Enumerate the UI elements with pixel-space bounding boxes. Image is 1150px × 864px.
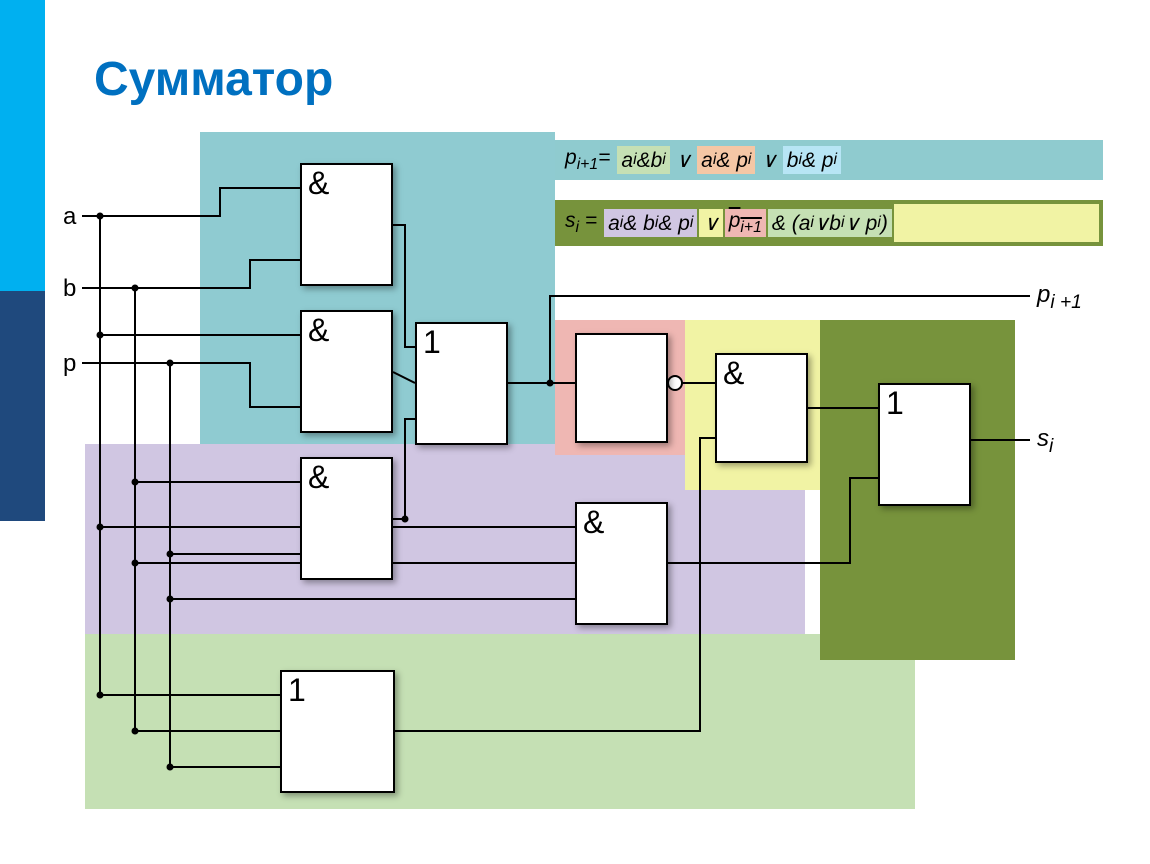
region-lime <box>85 634 915 809</box>
input-label-p: p <box>63 350 76 378</box>
sidebar-accent-top <box>0 0 45 291</box>
gate-or-3: 1 <box>280 670 395 793</box>
gate-or-1: 1 <box>415 322 508 445</box>
output-label-sum: si <box>1037 425 1053 458</box>
page-title: Сумматор <box>94 52 333 107</box>
input-label-a: a <box>63 203 76 231</box>
output-label-carry: pi +1 <box>1037 281 1082 314</box>
formula-p: pi+1=ai&bi∨ai & pi∨bi & pi <box>555 140 1103 180</box>
input-label-b: b <box>63 275 76 303</box>
gate-and-3: & <box>300 457 393 580</box>
gate-and-5: & <box>715 353 808 463</box>
gate-and-4: & <box>575 502 668 625</box>
gate-and-1: & <box>300 163 393 286</box>
gate-not <box>575 333 668 443</box>
formula-s: si =ai & bi & pi∨pi+1& (ai ∨bi ∨ pi) <box>555 200 1103 246</box>
slide: Сумматор pi+1=ai&bi∨ai & pi∨bi & pi si =… <box>0 0 1150 864</box>
sidebar-accent-bottom <box>0 291 45 521</box>
gate-and-2: & <box>300 310 393 433</box>
gate-or-2: 1 <box>878 383 971 506</box>
